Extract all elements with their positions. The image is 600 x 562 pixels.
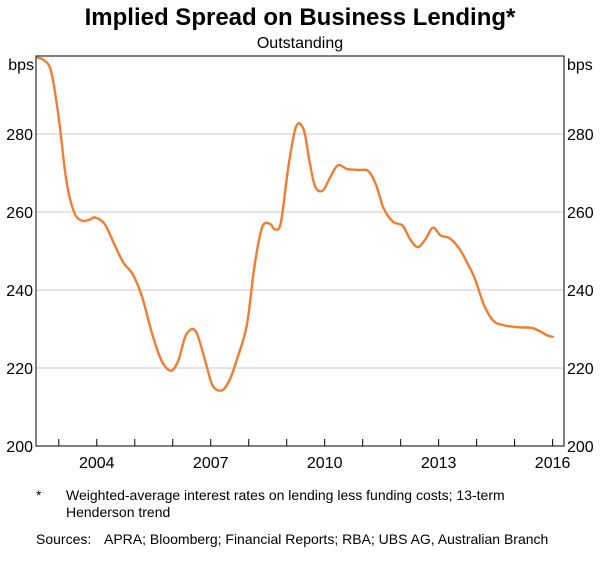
footnote-mark: * xyxy=(36,487,42,503)
chart-subtitle: Outstanding xyxy=(257,35,343,52)
x-tick-label-2013: 2013 xyxy=(421,455,457,472)
y-axis-right-unit: bps xyxy=(567,57,593,74)
y-axis-left-labels: 200 220 240 260 280 xyxy=(6,127,33,456)
y-tick-label-left-260: 260 xyxy=(6,205,33,222)
series-layer xyxy=(36,56,554,392)
chart-title: Implied Spread on Business Lending* xyxy=(85,4,516,31)
y-tick-label-right-200: 200 xyxy=(567,439,594,456)
y-axis-right-labels: 200 220 240 260 280 xyxy=(567,127,594,456)
y-tick-label-left-240: 240 xyxy=(6,283,33,300)
x-tick-label-2007: 2007 xyxy=(193,455,229,472)
y-tick-label-left-200: 200 xyxy=(6,439,33,456)
x-tick-label-2004: 2004 xyxy=(79,455,115,472)
y-tick-label-left-220: 220 xyxy=(6,361,33,378)
sources-label: Sources: xyxy=(36,531,92,547)
sources-text: APRA; Bloomberg; Financial Reports; RBA;… xyxy=(104,531,549,547)
y-axis-left-unit: bps xyxy=(8,57,34,74)
gridlines xyxy=(36,133,564,369)
x-tick-label-2016: 2016 xyxy=(535,455,571,472)
x-tick-label-2010: 2010 xyxy=(307,455,343,472)
plot-frame xyxy=(35,55,565,447)
chart-svg: Implied Spread on Business Lending* Outs… xyxy=(6,4,594,472)
y-tick-label-right-240: 240 xyxy=(567,283,594,300)
y-tick-label-right-280: 280 xyxy=(567,127,594,144)
x-axis-ticks xyxy=(58,439,554,446)
series-line-0 xyxy=(36,56,554,392)
footnote-text: Weighted-average interest rates on lendi… xyxy=(66,487,505,520)
y-tick-label-left-280: 280 xyxy=(6,127,33,144)
y-tick-label-right-220: 220 xyxy=(567,361,594,378)
x-axis-labels: 2004 2007 2010 2013 2016 xyxy=(79,455,571,472)
y-tick-label-right-260: 260 xyxy=(567,205,594,222)
